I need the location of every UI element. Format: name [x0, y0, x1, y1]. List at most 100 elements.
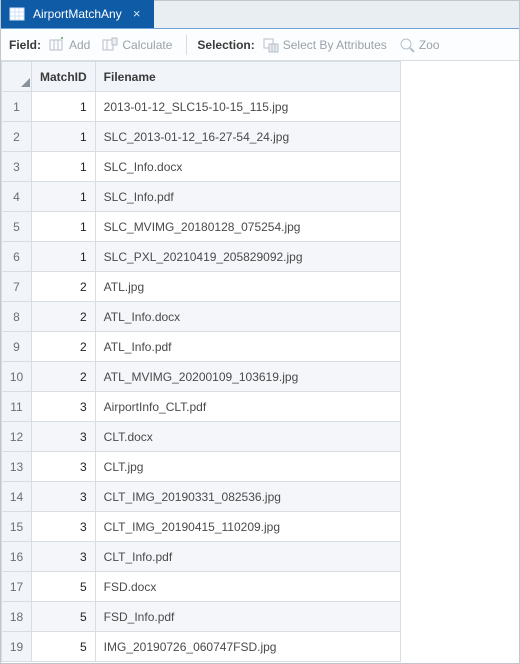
calculate-icon	[102, 37, 118, 53]
table-row[interactable]: 82ATL_Info.docx	[2, 302, 401, 332]
matchid-cell[interactable]: 3	[32, 392, 96, 422]
table-scroll-area[interactable]: MatchID Filename 112013-01-12_SLC15-10-1…	[1, 61, 519, 663]
matchid-cell[interactable]: 2	[32, 362, 96, 392]
matchid-cell[interactable]: 3	[32, 542, 96, 572]
table-row[interactable]: 102ATL_MVIMG_20200109_103619.jpg	[2, 362, 401, 392]
close-icon[interactable]: ×	[130, 7, 144, 21]
table-row[interactable]: 41SLC_Info.pdf	[2, 182, 401, 212]
filename-cell[interactable]: CLT_Info.pdf	[95, 542, 400, 572]
table-row[interactable]: 61SLC_PXL_20210419_205829092.jpg	[2, 242, 401, 272]
matchid-cell[interactable]: 1	[32, 92, 96, 122]
filename-cell[interactable]: ATL.jpg	[95, 272, 400, 302]
row-number-cell[interactable]: 16	[2, 542, 32, 572]
field-label: Field:	[9, 38, 41, 52]
toolbar: Field: Add Calculate Selection: Select B…	[1, 29, 519, 61]
select-by-attributes-button[interactable]: Select By Attributes	[259, 35, 391, 55]
tab-bar: AirportMatchAny ×	[1, 1, 519, 29]
column-header-matchid[interactable]: MatchID	[32, 62, 96, 92]
filename-cell[interactable]: ATL_Info.docx	[95, 302, 400, 332]
row-number-cell[interactable]: 4	[2, 182, 32, 212]
calculate-button[interactable]: Calculate	[98, 35, 176, 55]
filename-cell[interactable]: AirportInfo_CLT.pdf	[95, 392, 400, 422]
table-row[interactable]: 143CLT_IMG_20190331_082536.jpg	[2, 482, 401, 512]
add-field-button[interactable]: Add	[45, 35, 94, 55]
filename-cell[interactable]: CLT.docx	[95, 422, 400, 452]
row-number-cell[interactable]: 1	[2, 92, 32, 122]
row-number-cell[interactable]: 18	[2, 602, 32, 632]
matchid-cell[interactable]: 1	[32, 182, 96, 212]
table-row[interactable]: 163CLT_Info.pdf	[2, 542, 401, 572]
matchid-cell[interactable]: 1	[32, 122, 96, 152]
table-row[interactable]: 51SLC_MVIMG_20180128_075254.jpg	[2, 212, 401, 242]
filename-cell[interactable]: SLC_Info.docx	[95, 152, 400, 182]
row-number-cell[interactable]: 8	[2, 302, 32, 332]
select-by-attributes-icon	[263, 37, 279, 53]
table-row[interactable]: 113AirportInfo_CLT.pdf	[2, 392, 401, 422]
matchid-cell[interactable]: 3	[32, 512, 96, 542]
table-row[interactable]: 195IMG_20190726_060747FSD.jpg	[2, 632, 401, 662]
table-row[interactable]: 123CLT.docx	[2, 422, 401, 452]
matchid-cell[interactable]: 3	[32, 422, 96, 452]
matchid-cell[interactable]: 1	[32, 212, 96, 242]
calculate-label: Calculate	[122, 38, 172, 52]
matchid-cell[interactable]: 1	[32, 152, 96, 182]
matchid-cell[interactable]: 5	[32, 602, 96, 632]
row-number-cell[interactable]: 3	[2, 152, 32, 182]
column-header-filename[interactable]: Filename	[95, 62, 400, 92]
row-number-cell[interactable]: 9	[2, 332, 32, 362]
table-row[interactable]: 31SLC_Info.docx	[2, 152, 401, 182]
tab-title: AirportMatchAny	[33, 7, 122, 21]
row-number-cell[interactable]: 5	[2, 212, 32, 242]
filename-cell[interactable]: ATL_Info.pdf	[95, 332, 400, 362]
filename-cell[interactable]: SLC_Info.pdf	[95, 182, 400, 212]
row-number-cell[interactable]: 14	[2, 482, 32, 512]
table-row[interactable]: 92ATL_Info.pdf	[2, 332, 401, 362]
zoom-button[interactable]: Zoo	[395, 35, 444, 55]
table-row[interactable]: 21SLC_2013-01-12_16-27-54_24.jpg	[2, 122, 401, 152]
matchid-cell[interactable]: 3	[32, 452, 96, 482]
table-row[interactable]: 133CLT.jpg	[2, 452, 401, 482]
table-row[interactable]: 72ATL.jpg	[2, 272, 401, 302]
filename-cell[interactable]: SLC_MVIMG_20180128_075254.jpg	[95, 212, 400, 242]
matchid-cell[interactable]: 3	[32, 482, 96, 512]
row-number-cell[interactable]: 15	[2, 512, 32, 542]
row-number-cell[interactable]: 17	[2, 572, 32, 602]
add-field-label: Add	[69, 38, 90, 52]
row-number-cell[interactable]: 13	[2, 452, 32, 482]
add-field-icon	[49, 37, 65, 53]
filename-cell[interactable]: FSD_Info.pdf	[95, 602, 400, 632]
filename-cell[interactable]: FSD.docx	[95, 572, 400, 602]
filename-cell[interactable]: SLC_2013-01-12_16-27-54_24.jpg	[95, 122, 400, 152]
matchid-cell[interactable]: 1	[32, 242, 96, 272]
active-tab[interactable]: AirportMatchAny ×	[1, 0, 154, 28]
filename-cell[interactable]: IMG_20190726_060747FSD.jpg	[95, 632, 400, 662]
row-number-cell[interactable]: 7	[2, 272, 32, 302]
row-number-cell[interactable]: 6	[2, 242, 32, 272]
matchid-cell[interactable]: 2	[32, 332, 96, 362]
row-number-cell[interactable]: 11	[2, 392, 32, 422]
matchid-cell[interactable]: 5	[32, 572, 96, 602]
toolbar-separator	[186, 35, 187, 55]
filename-cell[interactable]: 2013-01-12_SLC15-10-15_115.jpg	[95, 92, 400, 122]
matchid-cell[interactable]: 2	[32, 272, 96, 302]
filename-cell[interactable]: ATL_MVIMG_20200109_103619.jpg	[95, 362, 400, 392]
matchid-cell[interactable]: 2	[32, 302, 96, 332]
filename-cell[interactable]: CLT_IMG_20190415_110209.jpg	[95, 512, 400, 542]
select-by-attributes-label: Select By Attributes	[283, 38, 387, 52]
row-number-header[interactable]	[2, 62, 32, 92]
zoom-label: Zoo	[419, 38, 440, 52]
row-number-cell[interactable]: 2	[2, 122, 32, 152]
filename-cell[interactable]: SLC_PXL_20210419_205829092.jpg	[95, 242, 400, 272]
header-row: MatchID Filename	[2, 62, 401, 92]
row-number-cell[interactable]: 10	[2, 362, 32, 392]
table-row[interactable]: 175FSD.docx	[2, 572, 401, 602]
table-row[interactable]: 153CLT_IMG_20190415_110209.jpg	[2, 512, 401, 542]
filename-cell[interactable]: CLT_IMG_20190331_082536.jpg	[95, 482, 400, 512]
filename-cell[interactable]: CLT.jpg	[95, 452, 400, 482]
matchid-cell[interactable]: 5	[32, 632, 96, 662]
table-row[interactable]: 185FSD_Info.pdf	[2, 602, 401, 632]
table-row[interactable]: 112013-01-12_SLC15-10-15_115.jpg	[2, 92, 401, 122]
zoom-icon	[399, 37, 415, 53]
row-number-cell[interactable]: 12	[2, 422, 32, 452]
row-number-cell[interactable]: 19	[2, 632, 32, 662]
